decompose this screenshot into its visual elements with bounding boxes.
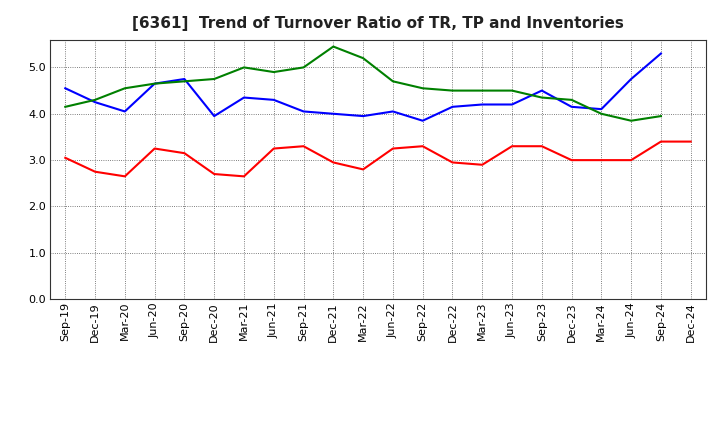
Trade Payables	[538, 88, 546, 93]
Trade Receivables	[686, 139, 695, 144]
Inventories	[448, 88, 456, 93]
Trade Payables	[627, 77, 636, 82]
Trade Receivables	[269, 146, 278, 151]
Trade Payables	[657, 51, 665, 56]
Trade Payables	[448, 104, 456, 110]
Inventories	[389, 79, 397, 84]
Trade Receivables	[389, 146, 397, 151]
Title: [6361]  Trend of Turnover Ratio of TR, TP and Inventories: [6361] Trend of Turnover Ratio of TR, TP…	[132, 16, 624, 32]
Trade Receivables	[448, 160, 456, 165]
Inventories	[300, 65, 308, 70]
Trade Payables	[329, 111, 338, 117]
Inventories	[150, 81, 159, 86]
Line: Inventories: Inventories	[66, 47, 661, 121]
Trade Receivables	[210, 172, 219, 177]
Trade Payables	[418, 118, 427, 123]
Trade Payables	[240, 95, 248, 100]
Trade Receivables	[359, 167, 367, 172]
Trade Receivables	[180, 150, 189, 156]
Inventories	[567, 97, 576, 103]
Trade Payables	[300, 109, 308, 114]
Trade Payables	[597, 106, 606, 112]
Trade Receivables	[150, 146, 159, 151]
Trade Receivables	[418, 143, 427, 149]
Trade Receivables	[240, 174, 248, 179]
Trade Receivables	[627, 158, 636, 163]
Inventories	[657, 114, 665, 119]
Inventories	[61, 104, 70, 110]
Trade Payables	[61, 86, 70, 91]
Trade Receivables	[657, 139, 665, 144]
Trade Payables	[478, 102, 487, 107]
Trade Receivables	[508, 143, 516, 149]
Inventories	[240, 65, 248, 70]
Inventories	[120, 86, 129, 91]
Trade Payables	[508, 102, 516, 107]
Trade Payables	[389, 109, 397, 114]
Inventories	[538, 95, 546, 100]
Inventories	[627, 118, 636, 123]
Trade Receivables	[300, 143, 308, 149]
Trade Receivables	[478, 162, 487, 167]
Line: Trade Receivables: Trade Receivables	[66, 142, 690, 176]
Trade Receivables	[61, 155, 70, 161]
Inventories	[180, 79, 189, 84]
Trade Payables	[150, 81, 159, 86]
Inventories	[210, 77, 219, 82]
Inventories	[508, 88, 516, 93]
Inventories	[597, 111, 606, 117]
Trade Payables	[180, 77, 189, 82]
Trade Receivables	[538, 143, 546, 149]
Trade Receivables	[120, 174, 129, 179]
Inventories	[418, 86, 427, 91]
Inventories	[359, 55, 367, 61]
Trade Payables	[567, 104, 576, 110]
Line: Trade Payables: Trade Payables	[66, 54, 661, 121]
Inventories	[91, 97, 99, 103]
Trade Payables	[91, 99, 99, 105]
Trade Receivables	[567, 158, 576, 163]
Inventories	[478, 88, 487, 93]
Trade Payables	[359, 114, 367, 119]
Trade Receivables	[329, 160, 338, 165]
Inventories	[329, 44, 338, 49]
Trade Receivables	[91, 169, 99, 174]
Inventories	[269, 70, 278, 75]
Trade Payables	[210, 114, 219, 119]
Trade Payables	[120, 109, 129, 114]
Trade Receivables	[597, 158, 606, 163]
Trade Payables	[269, 97, 278, 103]
